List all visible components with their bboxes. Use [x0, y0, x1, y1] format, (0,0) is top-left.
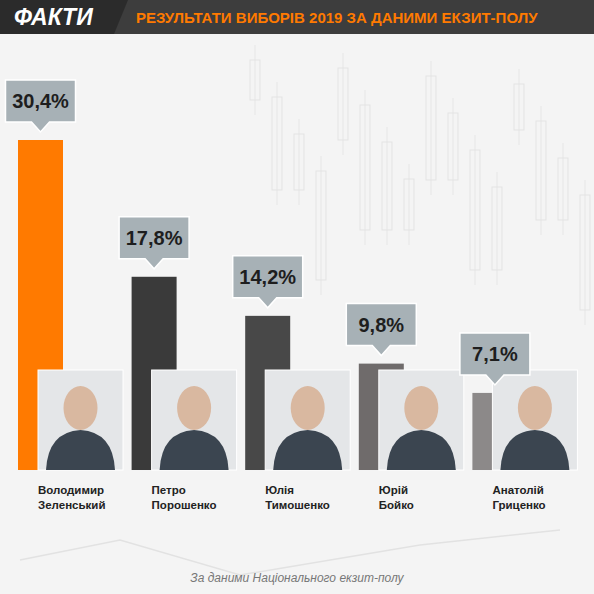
decoration-candle: [404, 179, 414, 230]
portrait-head: [404, 386, 438, 430]
portrait-frame: [379, 370, 464, 470]
data-label: 7,1%: [472, 343, 518, 365]
decoration-candle: [558, 158, 568, 220]
callout: 17,8%: [119, 217, 189, 269]
portrait-shoulders: [500, 430, 569, 470]
decoration-line: [475, 135, 476, 285]
portrait-shoulders: [46, 430, 115, 470]
callout-box: [460, 333, 530, 385]
category-label: Петро Порошенко: [152, 484, 217, 511]
decoration-line: [497, 172, 498, 285]
callout: 14,2%: [233, 256, 303, 308]
category-label-line: Бойко: [379, 499, 414, 511]
portrait-frame: [265, 370, 350, 470]
title: РЕЗУЛЬТАТИ ВИБОРІВ 2019 ЗА ДАНИМИ ЕКЗИТ-…: [136, 9, 538, 26]
category-label-line: Юрій: [379, 484, 408, 496]
decoration-line: [299, 119, 300, 205]
category-label-line: Юлія: [265, 484, 294, 496]
category-label-line: Зеленський: [38, 499, 105, 511]
data-label: 30,4%: [12, 90, 69, 112]
decoration-candle: [360, 105, 370, 230]
portrait-shoulders: [387, 430, 456, 470]
decoration-candle: [580, 195, 590, 310]
callout: 9,8%: [346, 304, 416, 356]
decoration-candle: [536, 121, 546, 220]
decoration-line: [431, 61, 432, 195]
portraits: [38, 370, 577, 470]
data-labels: 30,4% 17,8% 14,2% 9,8% 7,1%: [6, 80, 530, 385]
decoration-candle: [492, 187, 502, 270]
decoration-candle: [470, 150, 480, 270]
callout-box: [6, 80, 76, 132]
decoration-candle: [426, 76, 436, 180]
portrait-frame: [492, 370, 577, 470]
category-label-line: Тимошенко: [265, 499, 330, 511]
category-label-line: Володимир: [38, 484, 104, 496]
decoration-candle: [316, 171, 326, 280]
category-labels: Володимир Зеленський Петро Порошенко Юлія Тим…: [38, 484, 546, 511]
decoration-candle: [272, 97, 282, 190]
decoration-candle: [294, 134, 304, 190]
decoration-candle: [250, 60, 260, 100]
chart: ФАКТИ РЕЗУЛЬТАТИ ВИБОРІВ 2019 ЗА ДАНИМИ Е…: [0, 0, 594, 594]
portrait-shoulders: [160, 430, 229, 470]
portrait-head: [177, 386, 211, 430]
decoration-candle: [514, 84, 524, 130]
category-label: Володимир Зеленський: [38, 484, 105, 511]
callout: 30,4%: [6, 80, 76, 132]
source: За даними Національного екзит-полу: [190, 571, 404, 585]
portrait: [152, 370, 237, 470]
logo-ground: [0, 0, 128, 34]
data-label: 17,8%: [126, 227, 183, 249]
decoration-candle: [382, 142, 392, 230]
decoration-line: [387, 127, 388, 245]
decoration-line: [321, 156, 322, 295]
category-label-line: Анатолій: [492, 484, 543, 496]
category-label: Юрій Бойко: [379, 484, 414, 511]
decoration-line: [20, 530, 560, 575]
portrait-head: [64, 386, 98, 430]
category-label-line: Гриценко: [492, 499, 545, 511]
decoration-line: [277, 82, 278, 205]
bars: [18, 140, 517, 470]
portrait-frame: [152, 370, 237, 470]
background: [0, 0, 594, 594]
portrait: [265, 370, 350, 470]
portrait-head: [291, 386, 325, 430]
data-label: 9,8%: [359, 314, 405, 336]
portrait: [379, 370, 464, 470]
portrait-frame: [38, 370, 123, 470]
portrait: [492, 370, 577, 470]
decoration-line: [365, 90, 366, 245]
category-label: Анатолій Гриценко: [492, 484, 545, 511]
decoration-candle: [338, 68, 348, 140]
callout-box: [346, 304, 416, 356]
decoration-line: [519, 69, 520, 145]
decoration-line: [585, 180, 586, 325]
category-label-line: Петро: [152, 484, 186, 496]
data-label: 14,2%: [239, 266, 296, 288]
portrait: [38, 370, 123, 470]
decoration-line: [563, 143, 564, 235]
callout-box: [233, 256, 303, 308]
category-label-line: Порошенко: [152, 499, 217, 511]
decoration-line: [409, 164, 410, 245]
portrait-shoulders: [273, 430, 342, 470]
decoration-line: [541, 106, 542, 235]
decoration-line: [255, 45, 256, 115]
category-label: Юлія Тимошенко: [265, 484, 330, 511]
callout: 7,1%: [460, 333, 530, 385]
logo: ФАКТИ: [14, 4, 93, 30]
header-bar: [0, 0, 594, 34]
portrait-head: [518, 386, 552, 430]
decoration-candle: [448, 113, 458, 180]
callout-box: [119, 217, 189, 269]
